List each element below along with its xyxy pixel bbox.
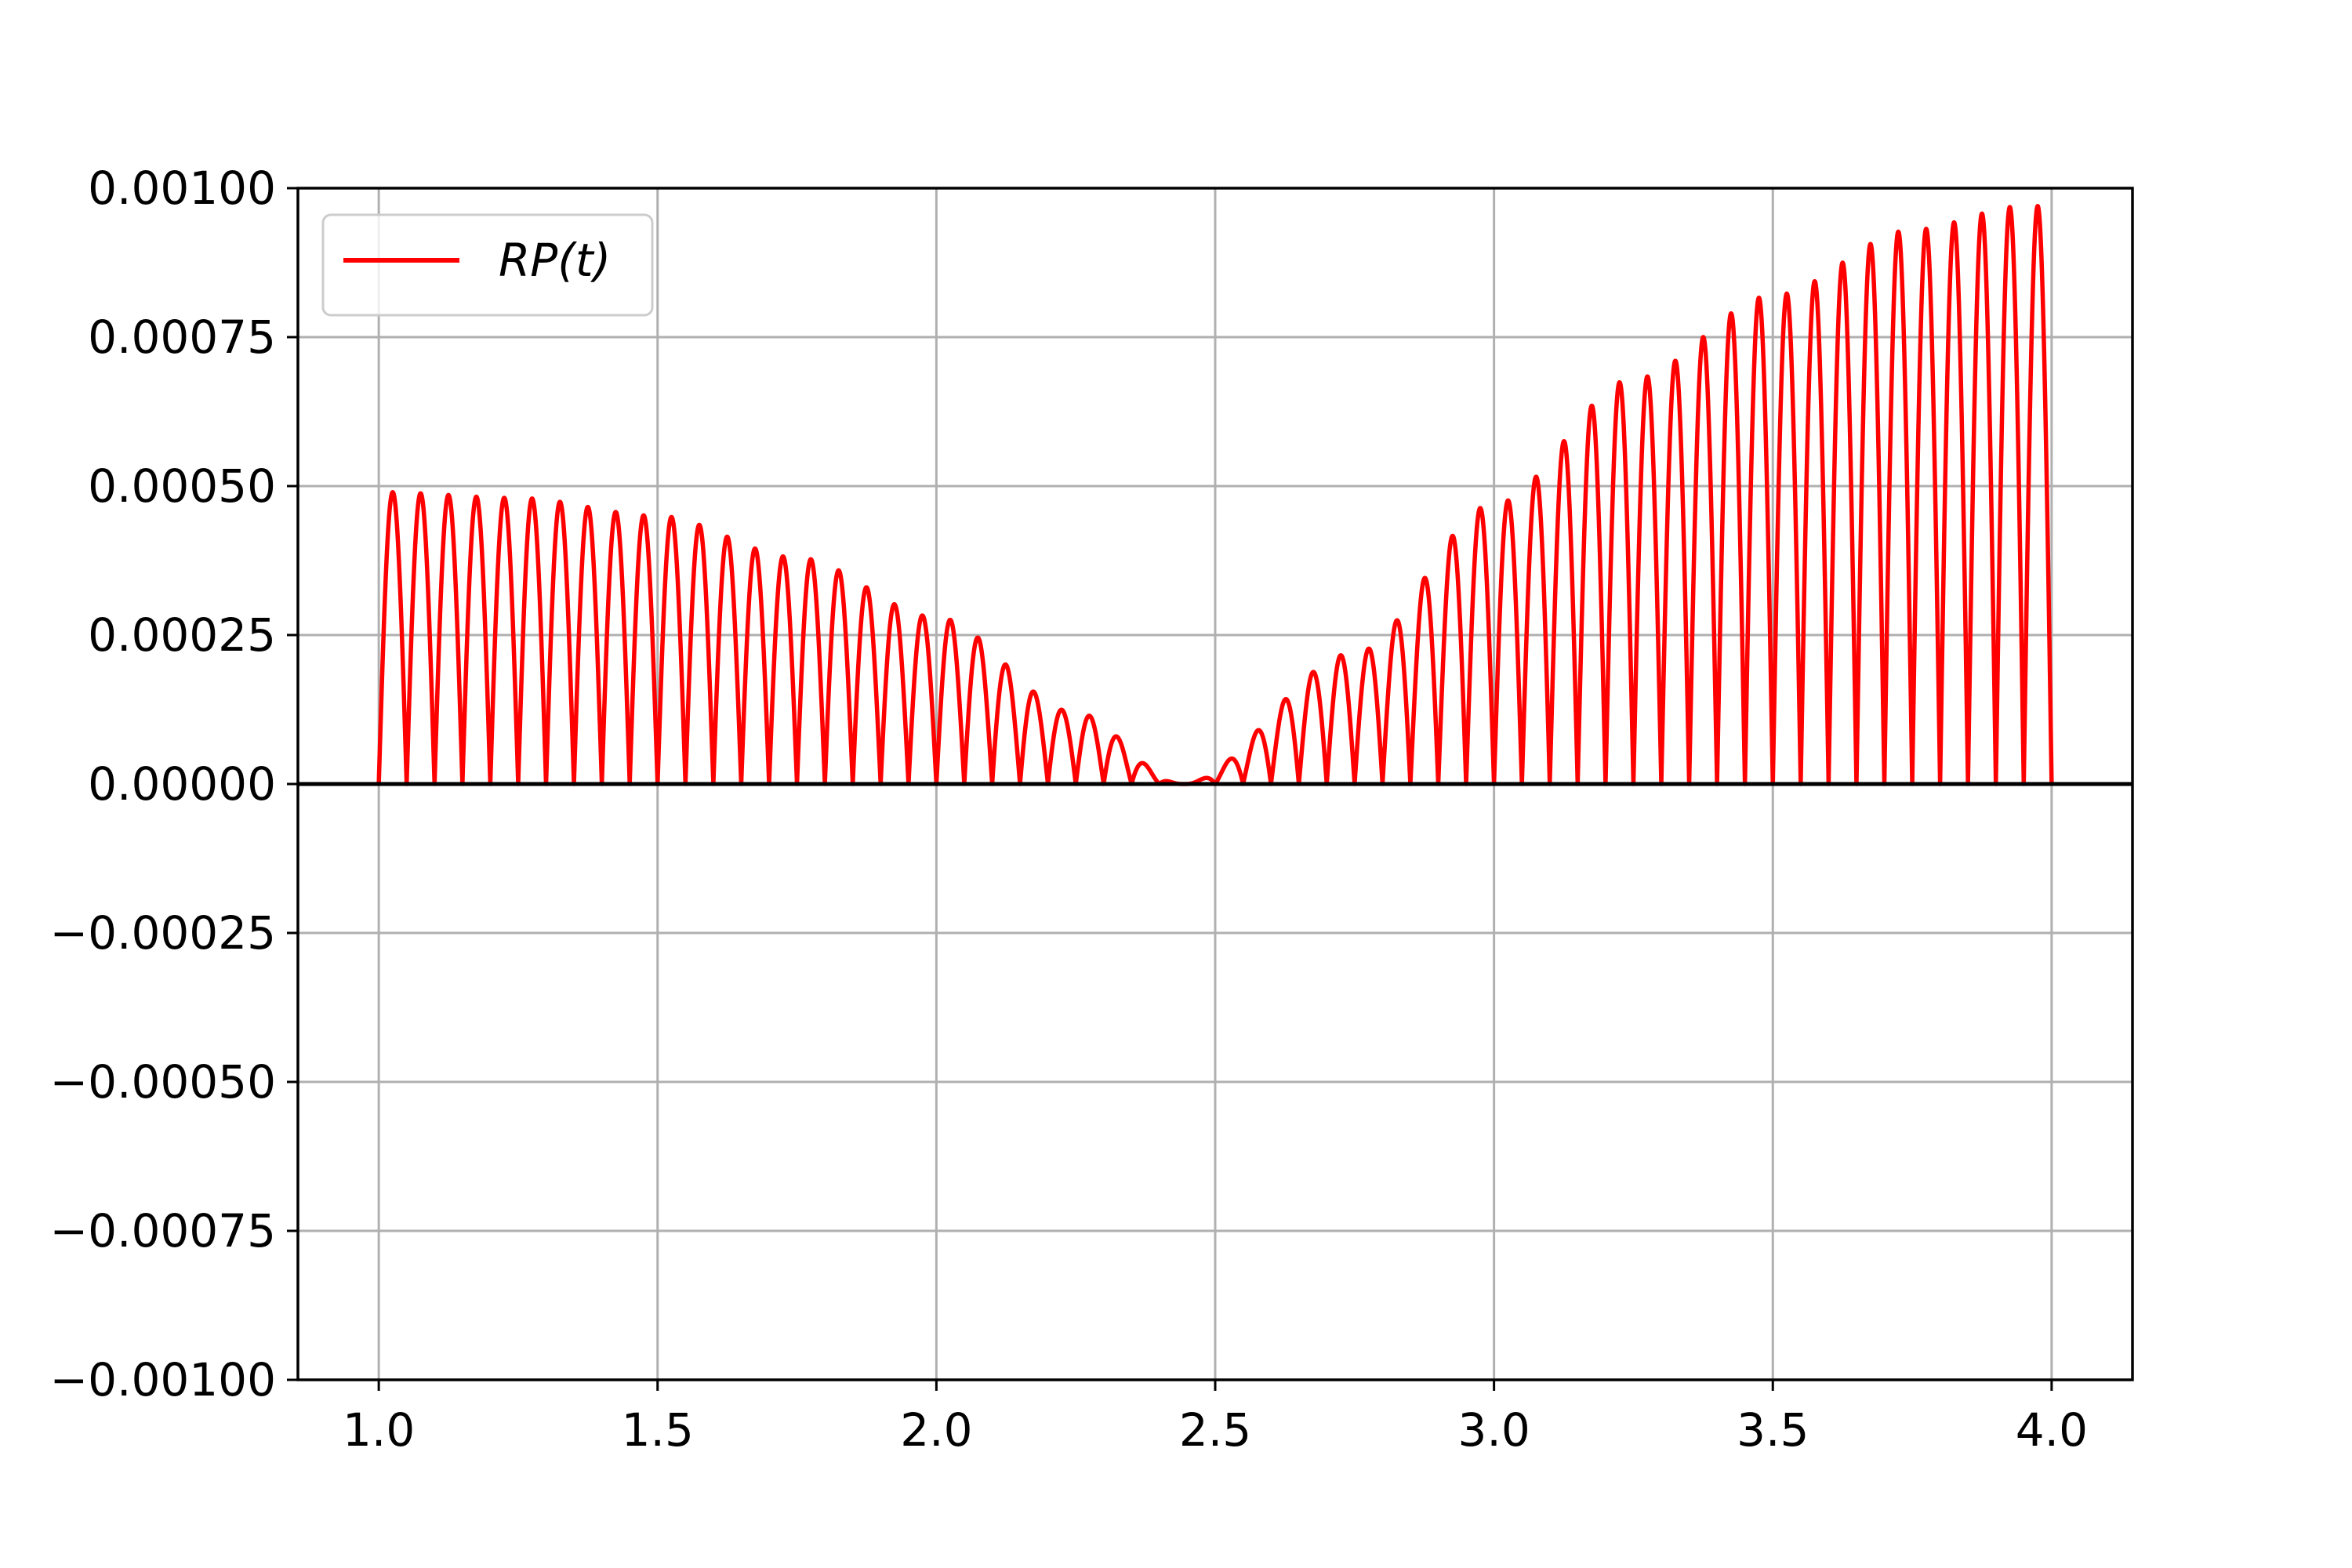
y-tick-label: −0.00100 bbox=[50, 1353, 276, 1406]
x-tick-label: 2.0 bbox=[900, 1403, 972, 1457]
y-tick-label: −0.00050 bbox=[50, 1055, 276, 1109]
x-tick-label: 3.5 bbox=[1737, 1403, 1809, 1457]
y-tick-label: 0.00100 bbox=[88, 162, 276, 215]
y-tick-label: 0.00025 bbox=[88, 608, 276, 662]
x-tick-label: 2.5 bbox=[1179, 1403, 1251, 1457]
axis-ticks: 1.0 1.5 2.0 2.5 3.0 3.5 4.0 0.00100 0.00075 0.000… bbox=[50, 162, 2088, 1457]
x-tick-label: 1.5 bbox=[622, 1403, 694, 1457]
y-tick-label: 0.00000 bbox=[88, 757, 276, 811]
y-tick-label: 0.00050 bbox=[88, 459, 276, 513]
y-tick-label: −0.00025 bbox=[50, 906, 276, 960]
x-tick-label: 1.0 bbox=[343, 1403, 415, 1457]
y-tick-label: 0.00075 bbox=[88, 310, 276, 364]
x-tick-label: 4.0 bbox=[2016, 1403, 2088, 1457]
legend: RP(t) bbox=[321, 213, 654, 317]
x-tick-label: 3.0 bbox=[1457, 1403, 1530, 1457]
legend-box bbox=[321, 213, 654, 317]
legend-label: RP(t) bbox=[499, 234, 611, 287]
y-tick-label: −0.00075 bbox=[50, 1204, 276, 1258]
